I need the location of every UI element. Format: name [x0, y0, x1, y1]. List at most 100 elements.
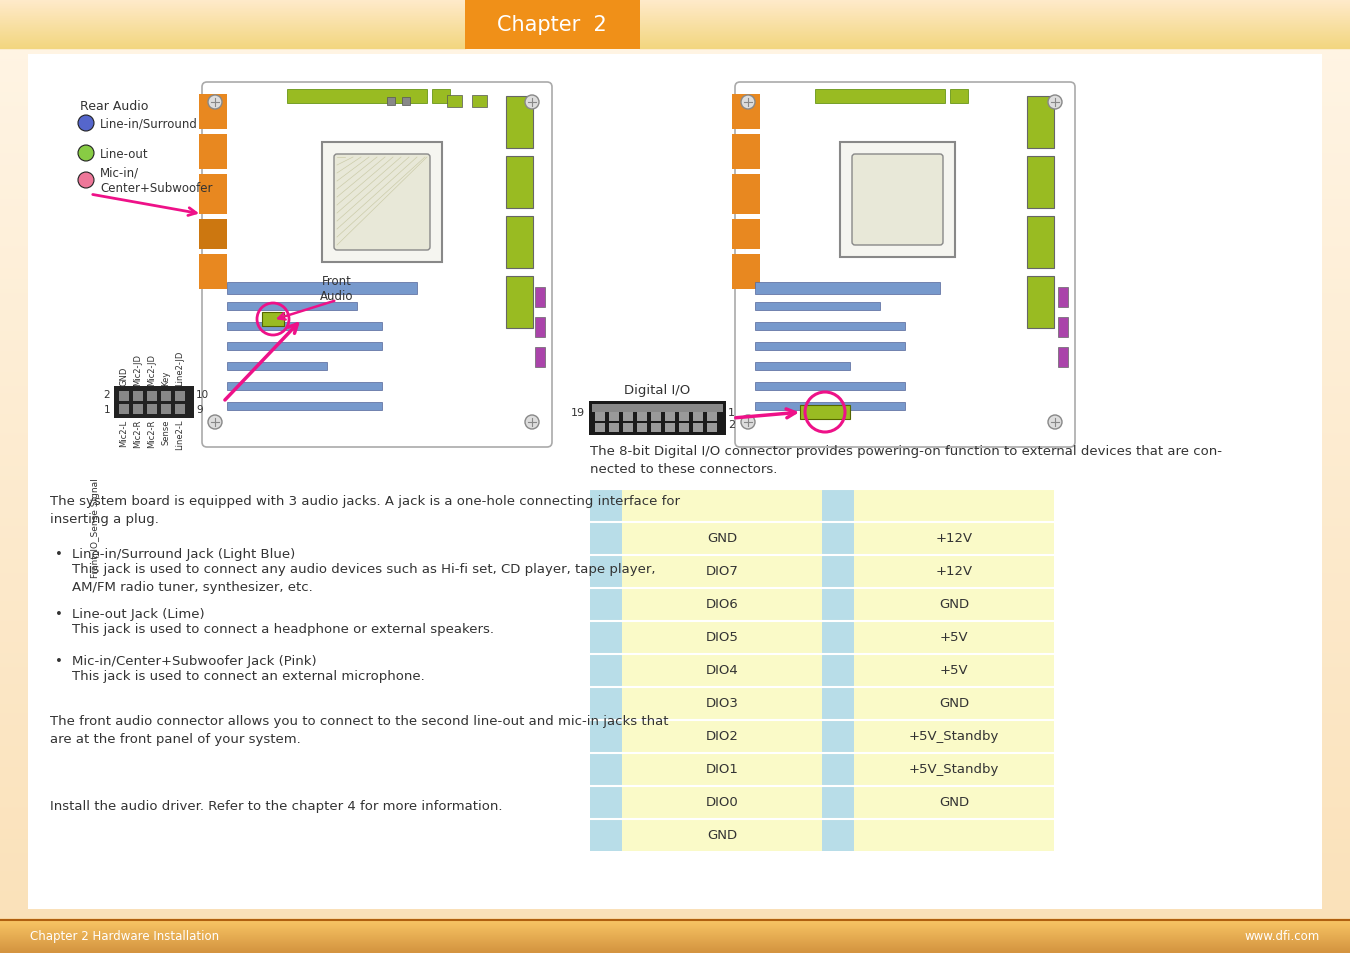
FancyBboxPatch shape [472, 96, 487, 108]
FancyBboxPatch shape [590, 522, 622, 555]
FancyBboxPatch shape [593, 405, 724, 413]
FancyBboxPatch shape [679, 423, 688, 433]
FancyBboxPatch shape [755, 323, 905, 331]
FancyBboxPatch shape [622, 852, 822, 853]
FancyBboxPatch shape [1058, 317, 1068, 337]
FancyBboxPatch shape [202, 83, 552, 448]
FancyBboxPatch shape [506, 157, 533, 209]
Circle shape [78, 146, 94, 162]
FancyBboxPatch shape [1027, 216, 1054, 269]
FancyBboxPatch shape [589, 401, 726, 436]
FancyBboxPatch shape [506, 276, 533, 329]
FancyBboxPatch shape [595, 423, 605, 433]
FancyBboxPatch shape [732, 174, 760, 214]
FancyBboxPatch shape [693, 413, 703, 421]
FancyBboxPatch shape [227, 363, 327, 371]
FancyBboxPatch shape [822, 522, 855, 555]
FancyBboxPatch shape [822, 720, 855, 752]
FancyBboxPatch shape [262, 313, 284, 327]
Text: •: • [55, 547, 63, 560]
Circle shape [525, 416, 539, 430]
FancyBboxPatch shape [855, 820, 1054, 851]
Text: GND: GND [707, 828, 737, 841]
Text: +5V: +5V [940, 630, 968, 643]
FancyBboxPatch shape [28, 55, 1322, 909]
FancyBboxPatch shape [855, 522, 1054, 555]
FancyBboxPatch shape [1027, 157, 1054, 209]
FancyBboxPatch shape [855, 852, 1054, 853]
Text: This jack is used to connect a headphone or external speakers.: This jack is used to connect a headphone… [72, 622, 494, 636]
Text: Line-out Jack (Lime): Line-out Jack (Lime) [72, 607, 205, 620]
FancyBboxPatch shape [755, 382, 905, 391]
FancyBboxPatch shape [227, 402, 382, 411]
FancyBboxPatch shape [855, 786, 1054, 818]
Text: +5V_Standby: +5V_Standby [909, 729, 999, 742]
FancyBboxPatch shape [732, 254, 760, 290]
FancyBboxPatch shape [755, 303, 880, 311]
FancyBboxPatch shape [402, 98, 410, 106]
FancyBboxPatch shape [227, 323, 382, 331]
FancyBboxPatch shape [147, 392, 157, 401]
Circle shape [208, 96, 221, 110]
FancyBboxPatch shape [822, 655, 855, 686]
FancyBboxPatch shape [637, 413, 647, 421]
Text: •: • [55, 655, 63, 667]
Text: Chapter  2: Chapter 2 [497, 15, 608, 35]
FancyBboxPatch shape [822, 852, 855, 853]
FancyBboxPatch shape [609, 413, 620, 421]
FancyBboxPatch shape [198, 220, 227, 250]
FancyBboxPatch shape [637, 423, 647, 433]
FancyBboxPatch shape [622, 423, 633, 433]
FancyBboxPatch shape [535, 317, 545, 337]
Text: Chapter 2 Hardware Installation: Chapter 2 Hardware Installation [30, 929, 219, 943]
Text: Front_IO_Sense Signal: Front_IO_Sense Signal [90, 477, 100, 578]
FancyBboxPatch shape [590, 490, 622, 521]
FancyBboxPatch shape [801, 406, 850, 419]
FancyBboxPatch shape [590, 753, 622, 785]
Text: Line2-L: Line2-L [176, 419, 185, 450]
Text: Mic2-R: Mic2-R [134, 419, 143, 448]
FancyBboxPatch shape [227, 303, 356, 311]
Text: Front
Audio: Front Audio [320, 274, 354, 303]
FancyBboxPatch shape [622, 687, 822, 720]
Text: DIO3: DIO3 [706, 697, 738, 709]
FancyBboxPatch shape [176, 405, 185, 415]
FancyBboxPatch shape [622, 720, 822, 752]
FancyBboxPatch shape [134, 392, 143, 401]
Text: Line2-JD: Line2-JD [176, 351, 185, 386]
Text: Mic2-L: Mic2-L [120, 419, 128, 447]
FancyBboxPatch shape [822, 621, 855, 654]
FancyBboxPatch shape [822, 820, 855, 851]
Text: +5V: +5V [940, 663, 968, 677]
Text: •: • [55, 607, 63, 620]
Text: DIO0: DIO0 [706, 795, 738, 808]
FancyBboxPatch shape [622, 490, 822, 521]
Circle shape [208, 416, 221, 430]
Text: Mic-in/
Center+Subwoofer: Mic-in/ Center+Subwoofer [100, 167, 212, 195]
FancyBboxPatch shape [590, 621, 622, 654]
Text: The system board is equipped with 3 audio jacks. A jack is a one-hole connecting: The system board is equipped with 3 audi… [50, 495, 680, 526]
FancyBboxPatch shape [535, 348, 545, 368]
Circle shape [78, 116, 94, 132]
FancyBboxPatch shape [113, 387, 194, 418]
FancyBboxPatch shape [432, 90, 450, 104]
Text: +12V: +12V [936, 564, 972, 578]
FancyBboxPatch shape [822, 753, 855, 785]
FancyBboxPatch shape [755, 402, 905, 411]
FancyBboxPatch shape [822, 687, 855, 720]
FancyBboxPatch shape [198, 135, 227, 170]
FancyBboxPatch shape [734, 83, 1075, 448]
FancyBboxPatch shape [323, 143, 441, 263]
FancyBboxPatch shape [852, 154, 944, 246]
FancyBboxPatch shape [622, 820, 822, 851]
Text: 9: 9 [196, 405, 202, 415]
Text: GND: GND [940, 795, 969, 808]
FancyBboxPatch shape [506, 97, 533, 149]
Text: DIO6: DIO6 [706, 598, 738, 610]
FancyBboxPatch shape [755, 363, 850, 371]
FancyBboxPatch shape [840, 143, 954, 257]
FancyBboxPatch shape [161, 405, 171, 415]
FancyBboxPatch shape [1058, 348, 1068, 368]
Circle shape [1048, 416, 1062, 430]
Text: The front audio connector allows you to connect to the second line-out and mic-i: The front audio connector allows you to … [50, 714, 668, 745]
